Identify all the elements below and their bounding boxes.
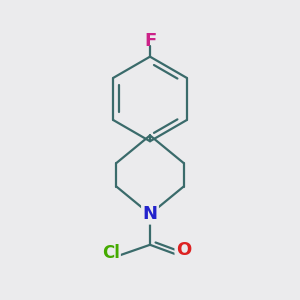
Text: N: N (142, 205, 158, 223)
Text: F: F (144, 32, 156, 50)
Text: O: O (176, 241, 191, 259)
Text: Cl: Cl (102, 244, 120, 262)
